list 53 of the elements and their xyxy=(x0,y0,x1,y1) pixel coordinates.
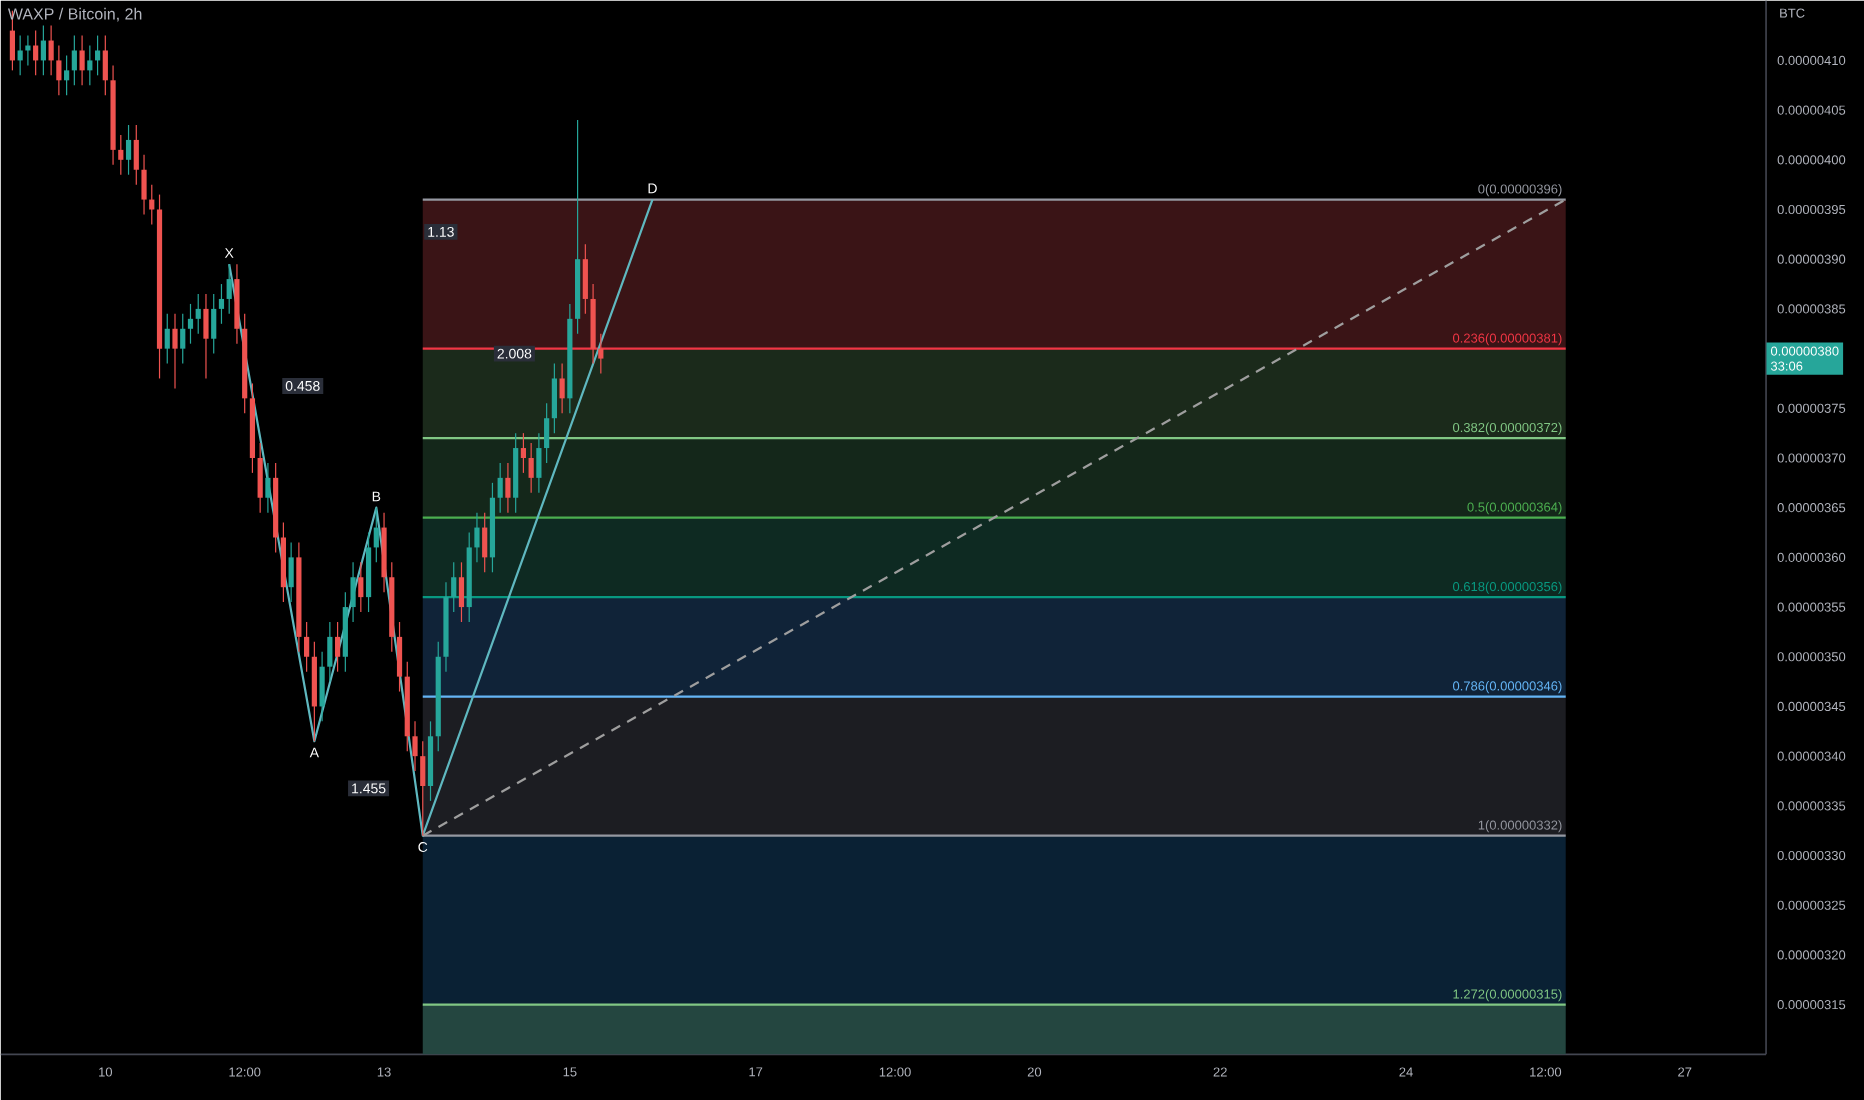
candlestick xyxy=(319,651,325,722)
candlestick xyxy=(520,432,527,474)
candlestick xyxy=(87,44,93,86)
candlestick xyxy=(598,332,604,374)
candlestick xyxy=(288,541,294,603)
candlestick xyxy=(195,293,201,335)
candlestick xyxy=(412,720,418,772)
candlestick xyxy=(458,561,465,623)
candlestick xyxy=(64,54,70,96)
candlestick xyxy=(218,283,225,325)
candlestick xyxy=(536,432,542,494)
candlestick xyxy=(71,34,77,86)
candlestick xyxy=(334,621,341,673)
candlestick xyxy=(172,313,178,389)
candlestick xyxy=(79,34,85,86)
candlestick xyxy=(25,34,31,66)
candlestick xyxy=(133,124,139,186)
candlestick xyxy=(582,243,588,315)
candlestick xyxy=(505,462,511,514)
candlestick xyxy=(94,34,101,76)
candlestick xyxy=(102,34,108,96)
candlestick xyxy=(40,24,46,76)
candlestick xyxy=(187,303,194,345)
candlestick xyxy=(33,29,39,76)
candlestick xyxy=(56,44,62,96)
candlestick xyxy=(164,313,170,364)
candlestick xyxy=(559,362,565,414)
candlestick xyxy=(149,183,155,225)
candlestick xyxy=(544,402,550,464)
candlestick xyxy=(265,462,271,514)
candlestick xyxy=(528,442,534,494)
candlestick xyxy=(180,313,186,364)
candlestick xyxy=(396,621,403,692)
candlestick xyxy=(48,24,54,76)
candlestick xyxy=(551,362,557,434)
candlestick xyxy=(373,506,379,563)
candlestick xyxy=(203,293,209,379)
candlestick xyxy=(118,134,124,176)
candlestick xyxy=(17,34,23,76)
candlestick xyxy=(474,511,480,563)
candlestick xyxy=(257,442,263,514)
candlestick xyxy=(304,621,310,673)
candlestick xyxy=(451,561,457,613)
candlestick xyxy=(420,740,426,837)
candlestick xyxy=(497,462,503,514)
candlestick xyxy=(350,561,356,623)
candlestick xyxy=(211,293,217,355)
candlestick xyxy=(141,154,147,215)
candlestick xyxy=(125,124,132,176)
candlestick xyxy=(226,263,232,315)
candlestick xyxy=(327,621,333,683)
candlestick xyxy=(358,561,364,613)
candlestick xyxy=(482,511,488,573)
